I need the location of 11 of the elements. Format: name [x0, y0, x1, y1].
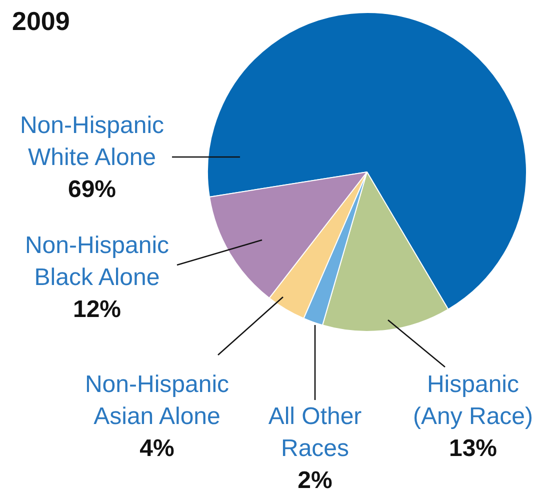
- data-label: 13%: [448, 434, 498, 464]
- slice-label: Non-Hispanic White Alone: [18, 111, 166, 173]
- slice-label: All Other Races: [267, 402, 363, 464]
- slice-label: Non-Hispanic Asian Alone: [84, 370, 230, 432]
- slice-label: Non-Hispanic Black Alone: [24, 231, 170, 293]
- slice-label: Hispanic (Any Race): [412, 370, 534, 432]
- data-label: 2%: [296, 466, 334, 495]
- data-label: 12%: [72, 295, 122, 325]
- data-label: 69%: [66, 175, 118, 205]
- chart-title: 2009: [12, 6, 70, 37]
- data-label: 4%: [138, 434, 176, 464]
